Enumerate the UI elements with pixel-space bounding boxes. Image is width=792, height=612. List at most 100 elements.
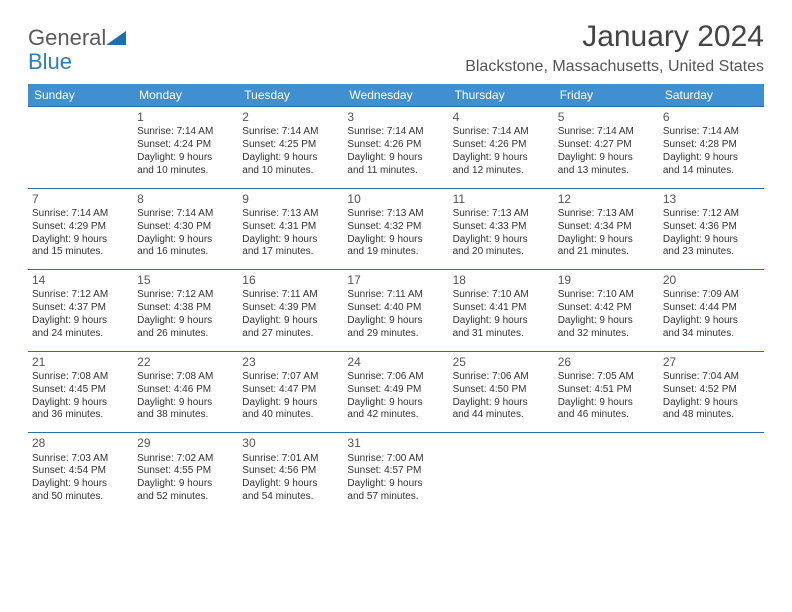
sunset-text: Sunset: 4:57 PM bbox=[347, 465, 444, 478]
sunrise-text: Sunrise: 7:11 AM bbox=[347, 289, 444, 302]
calendar-day-cell: 29Sunrise: 7:02 AMSunset: 4:55 PMDayligh… bbox=[133, 433, 238, 514]
sunrise-text: Sunrise: 7:03 AM bbox=[32, 453, 129, 466]
sunrise-text: Sunrise: 7:06 AM bbox=[453, 371, 550, 384]
calendar-day-cell: 9Sunrise: 7:13 AMSunset: 4:31 PMDaylight… bbox=[238, 188, 343, 270]
day-number: 30 bbox=[242, 436, 339, 451]
sunrise-text: Sunrise: 7:04 AM bbox=[663, 371, 760, 384]
logo-text-general: General bbox=[28, 25, 106, 50]
daylight-text: Daylight: 9 hours bbox=[137, 152, 234, 165]
daylight-text: and 15 minutes. bbox=[32, 246, 129, 259]
daylight-text: and 10 minutes. bbox=[242, 165, 339, 178]
calendar-day-cell: 12Sunrise: 7:13 AMSunset: 4:34 PMDayligh… bbox=[554, 188, 659, 270]
daylight-text: Daylight: 9 hours bbox=[32, 397, 129, 410]
calendar-day-cell: 21Sunrise: 7:08 AMSunset: 4:45 PMDayligh… bbox=[28, 351, 133, 433]
sunrise-text: Sunrise: 7:14 AM bbox=[137, 126, 234, 139]
daylight-text: Daylight: 9 hours bbox=[242, 478, 339, 491]
daylight-text: and 34 minutes. bbox=[663, 328, 760, 341]
sunset-text: Sunset: 4:36 PM bbox=[663, 221, 760, 234]
day-number: 25 bbox=[453, 355, 550, 370]
daylight-text: and 52 minutes. bbox=[137, 491, 234, 504]
sunrise-text: Sunrise: 7:01 AM bbox=[242, 453, 339, 466]
calendar-day-cell bbox=[28, 107, 133, 189]
calendar-day-cell: 24Sunrise: 7:06 AMSunset: 4:49 PMDayligh… bbox=[343, 351, 448, 433]
sunset-text: Sunset: 4:39 PM bbox=[242, 302, 339, 315]
daylight-text: Daylight: 9 hours bbox=[347, 152, 444, 165]
sunset-text: Sunset: 4:46 PM bbox=[137, 384, 234, 397]
sunset-text: Sunset: 4:55 PM bbox=[137, 465, 234, 478]
sunset-text: Sunset: 4:41 PM bbox=[453, 302, 550, 315]
calendar-day-cell: 6Sunrise: 7:14 AMSunset: 4:28 PMDaylight… bbox=[659, 107, 764, 189]
daylight-text: Daylight: 9 hours bbox=[347, 234, 444, 247]
sunset-text: Sunset: 4:26 PM bbox=[347, 139, 444, 152]
sunset-text: Sunset: 4:45 PM bbox=[32, 384, 129, 397]
calendar-day-cell bbox=[449, 433, 554, 514]
sunset-text: Sunset: 4:44 PM bbox=[663, 302, 760, 315]
day-number: 20 bbox=[663, 273, 760, 288]
sunrise-text: Sunrise: 7:11 AM bbox=[242, 289, 339, 302]
daylight-text: Daylight: 9 hours bbox=[242, 234, 339, 247]
daylight-text: and 24 minutes. bbox=[32, 328, 129, 341]
daylight-text: Daylight: 9 hours bbox=[137, 234, 234, 247]
day-number: 6 bbox=[663, 110, 760, 125]
sunset-text: Sunset: 4:30 PM bbox=[137, 221, 234, 234]
daylight-text: and 17 minutes. bbox=[242, 246, 339, 259]
day-number: 8 bbox=[137, 192, 234, 207]
daylight-text: and 14 minutes. bbox=[663, 165, 760, 178]
sunset-text: Sunset: 4:52 PM bbox=[663, 384, 760, 397]
day-number: 27 bbox=[663, 355, 760, 370]
daylight-text: Daylight: 9 hours bbox=[558, 234, 655, 247]
day-number: 17 bbox=[347, 273, 444, 288]
sunrise-text: Sunrise: 7:07 AM bbox=[242, 371, 339, 384]
sunrise-text: Sunrise: 7:13 AM bbox=[242, 208, 339, 221]
daylight-text: and 36 minutes. bbox=[32, 409, 129, 422]
day-number: 23 bbox=[242, 355, 339, 370]
daylight-text: Daylight: 9 hours bbox=[347, 397, 444, 410]
sunrise-text: Sunrise: 7:14 AM bbox=[558, 126, 655, 139]
day-number: 13 bbox=[663, 192, 760, 207]
sunset-text: Sunset: 4:28 PM bbox=[663, 139, 760, 152]
sunset-text: Sunset: 4:40 PM bbox=[347, 302, 444, 315]
calendar-day-cell: 4Sunrise: 7:14 AMSunset: 4:26 PMDaylight… bbox=[449, 107, 554, 189]
calendar-week-row: 21Sunrise: 7:08 AMSunset: 4:45 PMDayligh… bbox=[28, 351, 764, 433]
daylight-text: and 44 minutes. bbox=[453, 409, 550, 422]
calendar-day-cell: 19Sunrise: 7:10 AMSunset: 4:42 PMDayligh… bbox=[554, 270, 659, 352]
day-number: 11 bbox=[453, 192, 550, 207]
daylight-text: and 21 minutes. bbox=[558, 246, 655, 259]
column-header: Thursday bbox=[449, 84, 554, 107]
calendar-day-cell: 25Sunrise: 7:06 AMSunset: 4:50 PMDayligh… bbox=[449, 351, 554, 433]
daylight-text: Daylight: 9 hours bbox=[32, 478, 129, 491]
daylight-text: Daylight: 9 hours bbox=[137, 397, 234, 410]
daylight-text: and 31 minutes. bbox=[453, 328, 550, 341]
day-number: 16 bbox=[242, 273, 339, 288]
sunrise-text: Sunrise: 7:09 AM bbox=[663, 289, 760, 302]
column-header: Tuesday bbox=[238, 84, 343, 107]
daylight-text: and 54 minutes. bbox=[242, 491, 339, 504]
calendar-day-cell: 14Sunrise: 7:12 AMSunset: 4:37 PMDayligh… bbox=[28, 270, 133, 352]
logo-triangle-icon bbox=[106, 29, 126, 50]
column-header: Saturday bbox=[659, 84, 764, 107]
calendar-day-cell: 5Sunrise: 7:14 AMSunset: 4:27 PMDaylight… bbox=[554, 107, 659, 189]
calendar-day-cell: 22Sunrise: 7:08 AMSunset: 4:46 PMDayligh… bbox=[133, 351, 238, 433]
daylight-text: Daylight: 9 hours bbox=[663, 234, 760, 247]
calendar-day-cell: 26Sunrise: 7:05 AMSunset: 4:51 PMDayligh… bbox=[554, 351, 659, 433]
daylight-text: Daylight: 9 hours bbox=[453, 315, 550, 328]
logo-text-blue: Blue bbox=[28, 49, 72, 74]
daylight-text: and 27 minutes. bbox=[242, 328, 339, 341]
daylight-text: and 20 minutes. bbox=[453, 246, 550, 259]
logo: General Blue bbox=[28, 26, 126, 74]
sunrise-text: Sunrise: 7:00 AM bbox=[347, 453, 444, 466]
calendar-week-row: 1Sunrise: 7:14 AMSunset: 4:24 PMDaylight… bbox=[28, 107, 764, 189]
sunrise-text: Sunrise: 7:14 AM bbox=[242, 126, 339, 139]
day-number: 5 bbox=[558, 110, 655, 125]
daylight-text: and 29 minutes. bbox=[347, 328, 444, 341]
day-number: 29 bbox=[137, 436, 234, 451]
calendar-week-row: 14Sunrise: 7:12 AMSunset: 4:37 PMDayligh… bbox=[28, 270, 764, 352]
day-number: 14 bbox=[32, 273, 129, 288]
daylight-text: Daylight: 9 hours bbox=[137, 315, 234, 328]
sunrise-text: Sunrise: 7:12 AM bbox=[32, 289, 129, 302]
daylight-text: and 48 minutes. bbox=[663, 409, 760, 422]
daylight-text: and 42 minutes. bbox=[347, 409, 444, 422]
sunset-text: Sunset: 4:54 PM bbox=[32, 465, 129, 478]
calendar-day-cell: 28Sunrise: 7:03 AMSunset: 4:54 PMDayligh… bbox=[28, 433, 133, 514]
day-number: 3 bbox=[347, 110, 444, 125]
